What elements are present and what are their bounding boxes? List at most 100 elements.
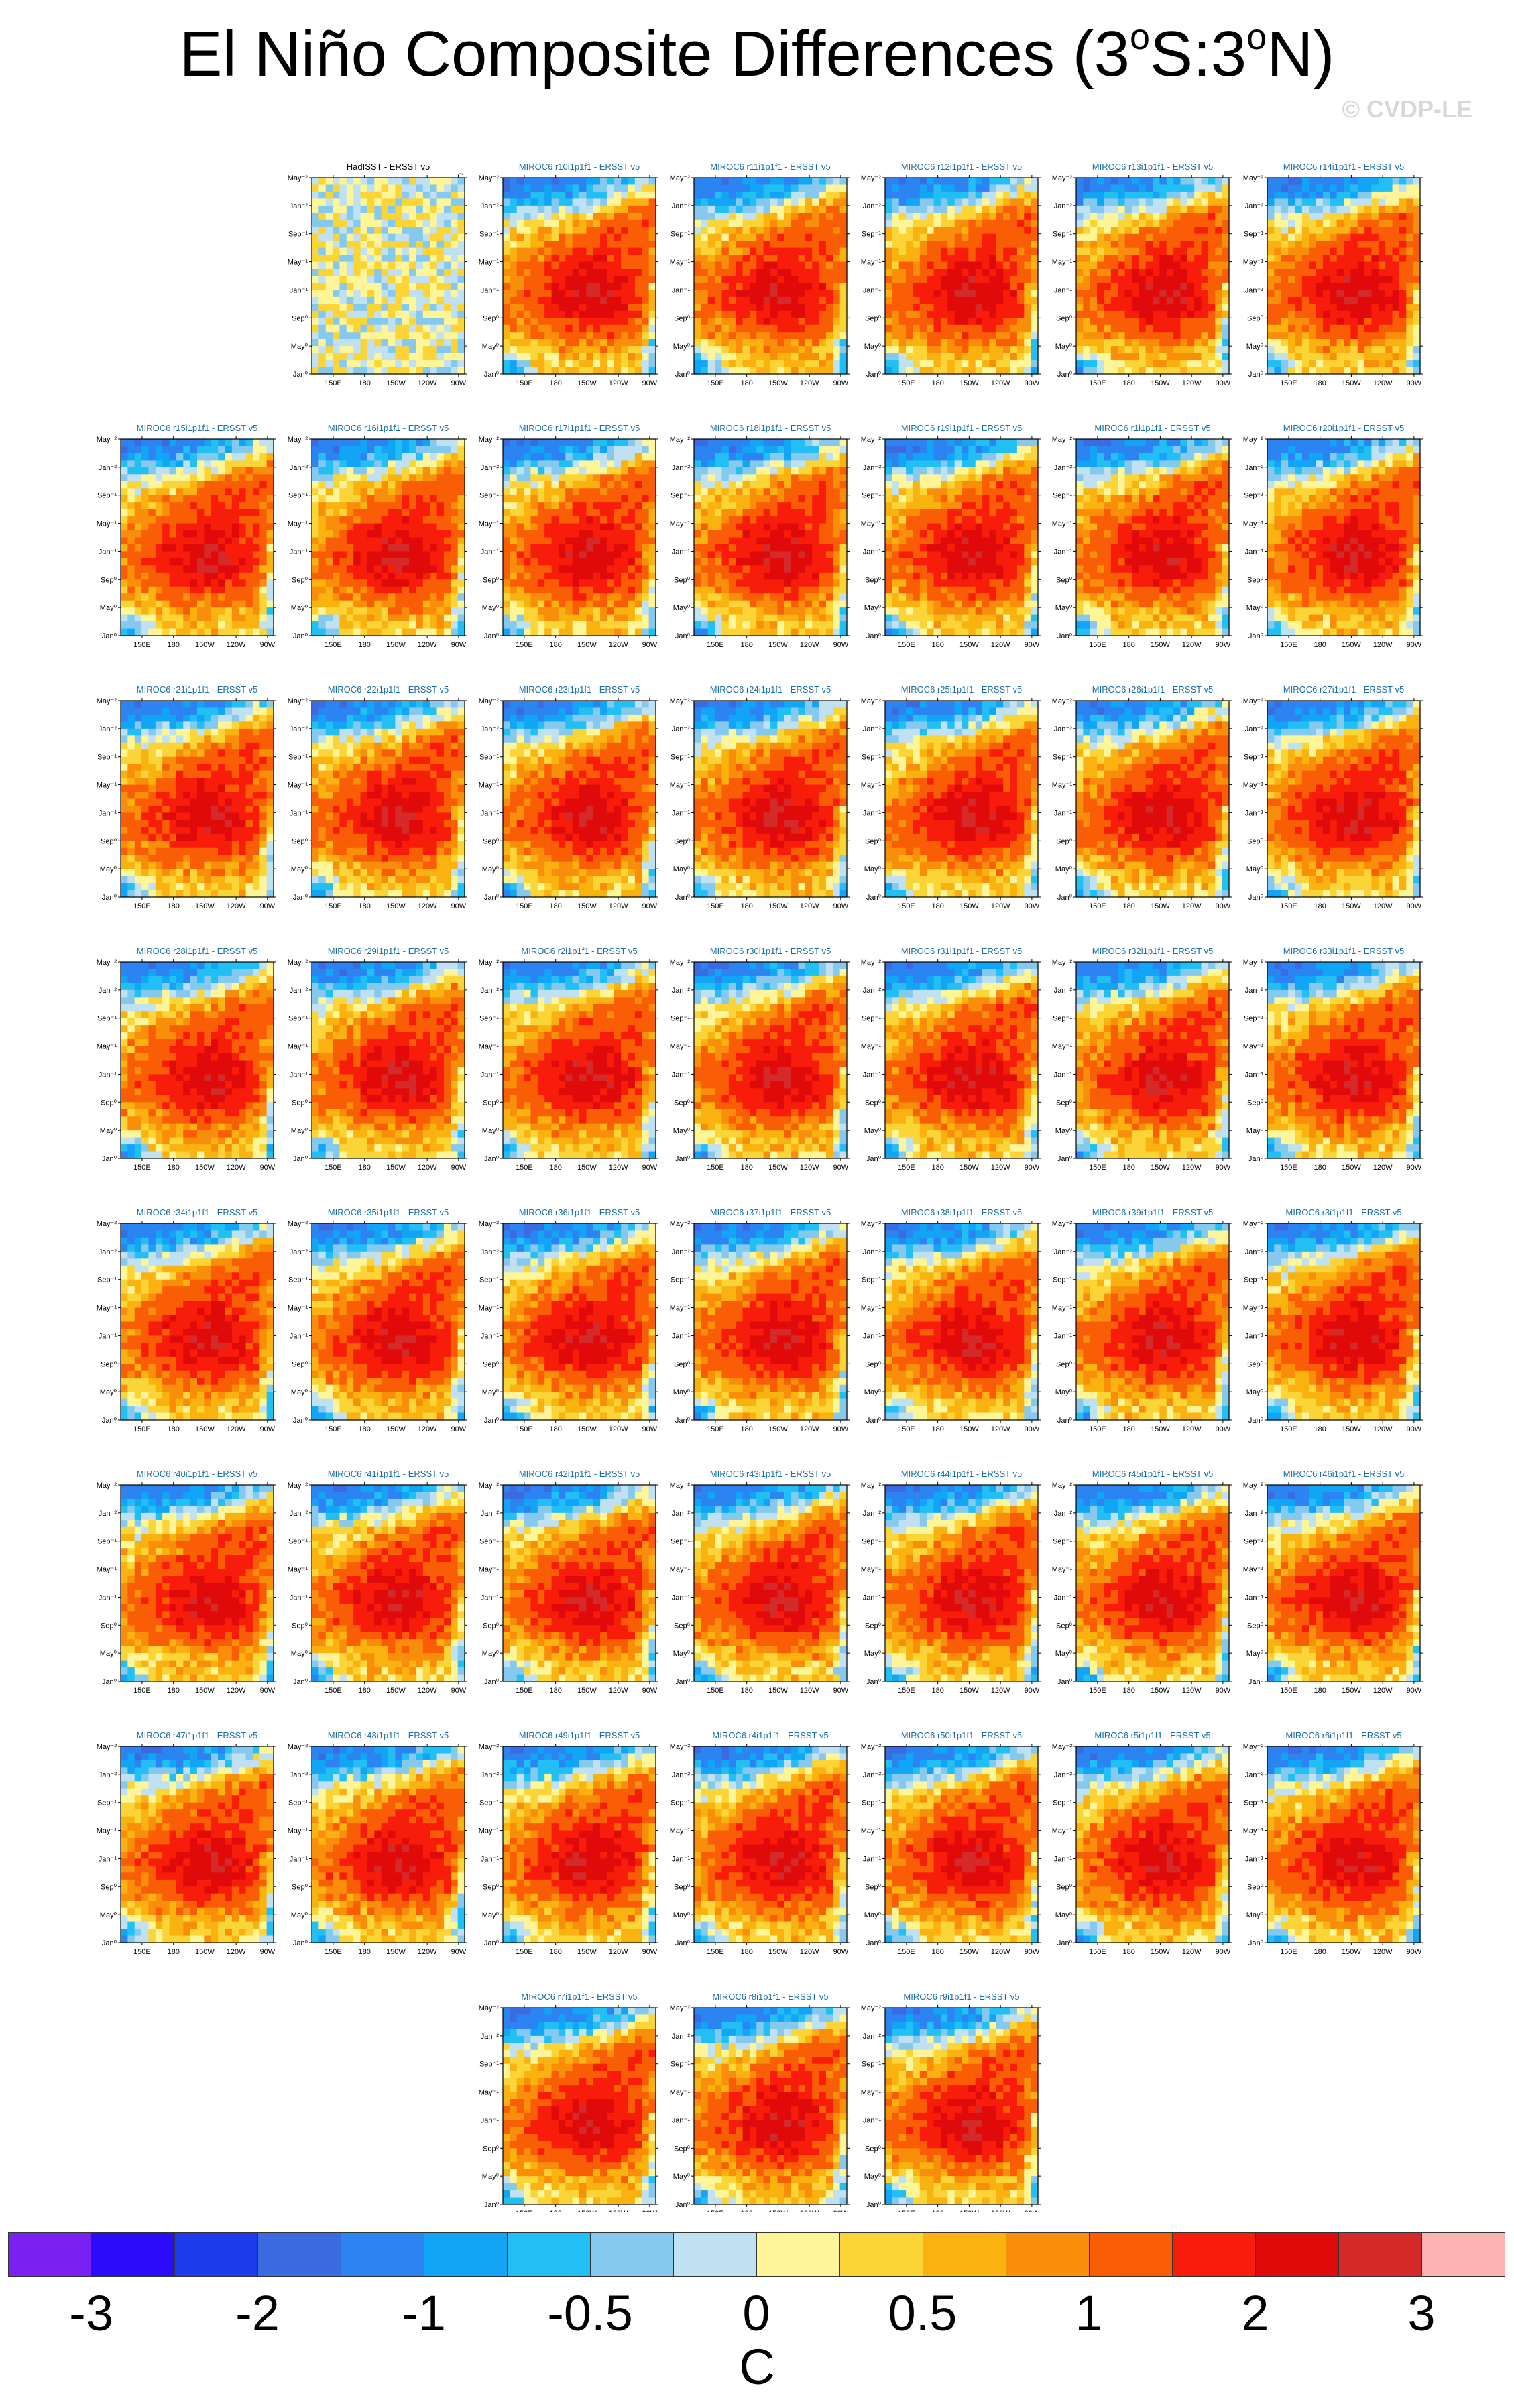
- heatmap-cell: [839, 219, 848, 227]
- heatmap-cell: [503, 247, 510, 255]
- heatmap-cell: [565, 219, 573, 227]
- heatmap-cell: [701, 227, 709, 235]
- heatmap-cell: [1344, 247, 1351, 255]
- heatmap-cell: [784, 255, 792, 263]
- heatmap-cell: [715, 296, 723, 304]
- heatmap-cell: [176, 530, 184, 538]
- heatmap-cell: [1110, 346, 1118, 354]
- heatmap-cell: [183, 488, 191, 496]
- heatmap-cell: [1090, 353, 1098, 361]
- heatmap-cell: [1364, 191, 1373, 199]
- heatmap-cell: [245, 481, 253, 489]
- heatmap-cell: [996, 255, 1004, 263]
- heatmap-cell: [1364, 310, 1373, 318]
- heatmap-cell: [839, 205, 848, 213]
- heatmap-cell: [374, 446, 382, 454]
- heatmap-cell: [1371, 304, 1379, 312]
- heatmap-cell: [798, 276, 806, 284]
- heatmap-cell: [443, 241, 451, 249]
- heatmap-cell: [1350, 191, 1358, 199]
- heatmap-cell: [642, 296, 650, 304]
- heatmap-cell: [1131, 198, 1139, 206]
- heatmap-cell: [367, 227, 375, 235]
- heatmap-cell: [162, 516, 170, 524]
- heatmap-cell: [231, 544, 239, 552]
- heatmap-cell: [395, 290, 403, 298]
- heatmap-cell: [898, 219, 907, 227]
- heatmap-cell: [885, 276, 892, 284]
- heatmap-cell: [819, 184, 827, 192]
- heatmap-cell: [422, 502, 430, 510]
- y-tick-label: Jan⁰: [1057, 371, 1073, 379]
- heatmap-cell: [791, 269, 799, 277]
- heatmap-cell: [169, 607, 177, 615]
- heatmap-cell: [430, 439, 438, 447]
- heatmap-cell: [839, 367, 848, 375]
- heatmap-cell: [1295, 282, 1303, 291]
- heatmap-cell: [1378, 290, 1386, 298]
- heatmap-cell: [1003, 241, 1011, 249]
- heatmap-cell: [954, 247, 962, 255]
- heatmap-cell: [728, 367, 736, 375]
- heatmap-cell: [422, 551, 430, 559]
- heatmap-cell: [402, 233, 410, 241]
- heatmap-cell: [1267, 296, 1275, 304]
- heatmap-cell: [1392, 269, 1400, 277]
- heatmap-cell: [374, 453, 382, 461]
- heatmap-cell: [1139, 304, 1147, 312]
- heatmap-cell: [1083, 269, 1091, 277]
- x-tick-label: 180: [167, 641, 179, 649]
- heatmap-cell: [339, 269, 347, 277]
- heatmap-cell: [558, 310, 566, 318]
- heatmap-cell: [1104, 191, 1112, 199]
- heatmap-cell: [933, 233, 941, 241]
- heatmap-cell: [1281, 178, 1289, 186]
- heatmap-cell: [318, 213, 327, 221]
- heatmap-cell: [155, 621, 163, 629]
- heatmap-cell: [694, 233, 701, 241]
- heatmap-cell: [551, 276, 559, 284]
- heatmap-cell: [416, 241, 424, 249]
- heatmap-cell: [127, 474, 135, 482]
- heatmap-cell: [1194, 276, 1202, 284]
- heatmap-cell: [367, 502, 375, 510]
- heatmap-cell: [1173, 290, 1181, 298]
- heatmap-cell: [648, 339, 656, 347]
- heatmap-cell: [694, 339, 701, 347]
- heatmap-cell: [749, 191, 757, 199]
- heatmap-cell: [436, 446, 445, 454]
- heatmap-cell: [381, 241, 389, 249]
- heatmap-cell: [312, 346, 319, 354]
- heatmap-cell: [1267, 191, 1275, 199]
- heatmap-cell: [1215, 367, 1223, 375]
- heatmap-cell: [211, 474, 219, 482]
- heatmap-cell: [940, 360, 948, 368]
- heatmap-cell: [1413, 247, 1421, 255]
- heatmap-cell: [1385, 198, 1393, 206]
- heatmap-cell: [749, 233, 757, 241]
- heatmap-cell: [516, 367, 524, 375]
- heatmap-cell: [892, 282, 900, 291]
- heatmap-cell: [648, 296, 656, 304]
- heatmap-cell: [381, 261, 389, 269]
- heatmap-cell: [701, 198, 709, 206]
- heatmap-cell: [231, 446, 239, 454]
- heatmap-cell: [169, 551, 177, 559]
- heatmap-cell: [565, 324, 573, 333]
- heatmap-cell: [1344, 261, 1351, 269]
- heatmap-cell: [443, 530, 451, 538]
- heatmap-cell: [1016, 213, 1025, 221]
- heatmap-cell: [728, 332, 736, 340]
- heatmap-cell: [374, 367, 382, 375]
- heatmap-cell: [1301, 290, 1309, 298]
- heatmap-cell: [586, 304, 594, 312]
- heatmap-cell: [1153, 233, 1160, 241]
- heatmap-cell: [190, 537, 198, 545]
- heatmap-cell: [1166, 332, 1174, 340]
- heatmap-cell: [374, 184, 382, 192]
- heatmap-cell: [395, 474, 403, 482]
- heatmap-cell: [1024, 324, 1032, 333]
- heatmap-cell: [1104, 346, 1112, 354]
- heatmap-cell: [524, 219, 532, 227]
- heatmap-cell: [1309, 324, 1317, 333]
